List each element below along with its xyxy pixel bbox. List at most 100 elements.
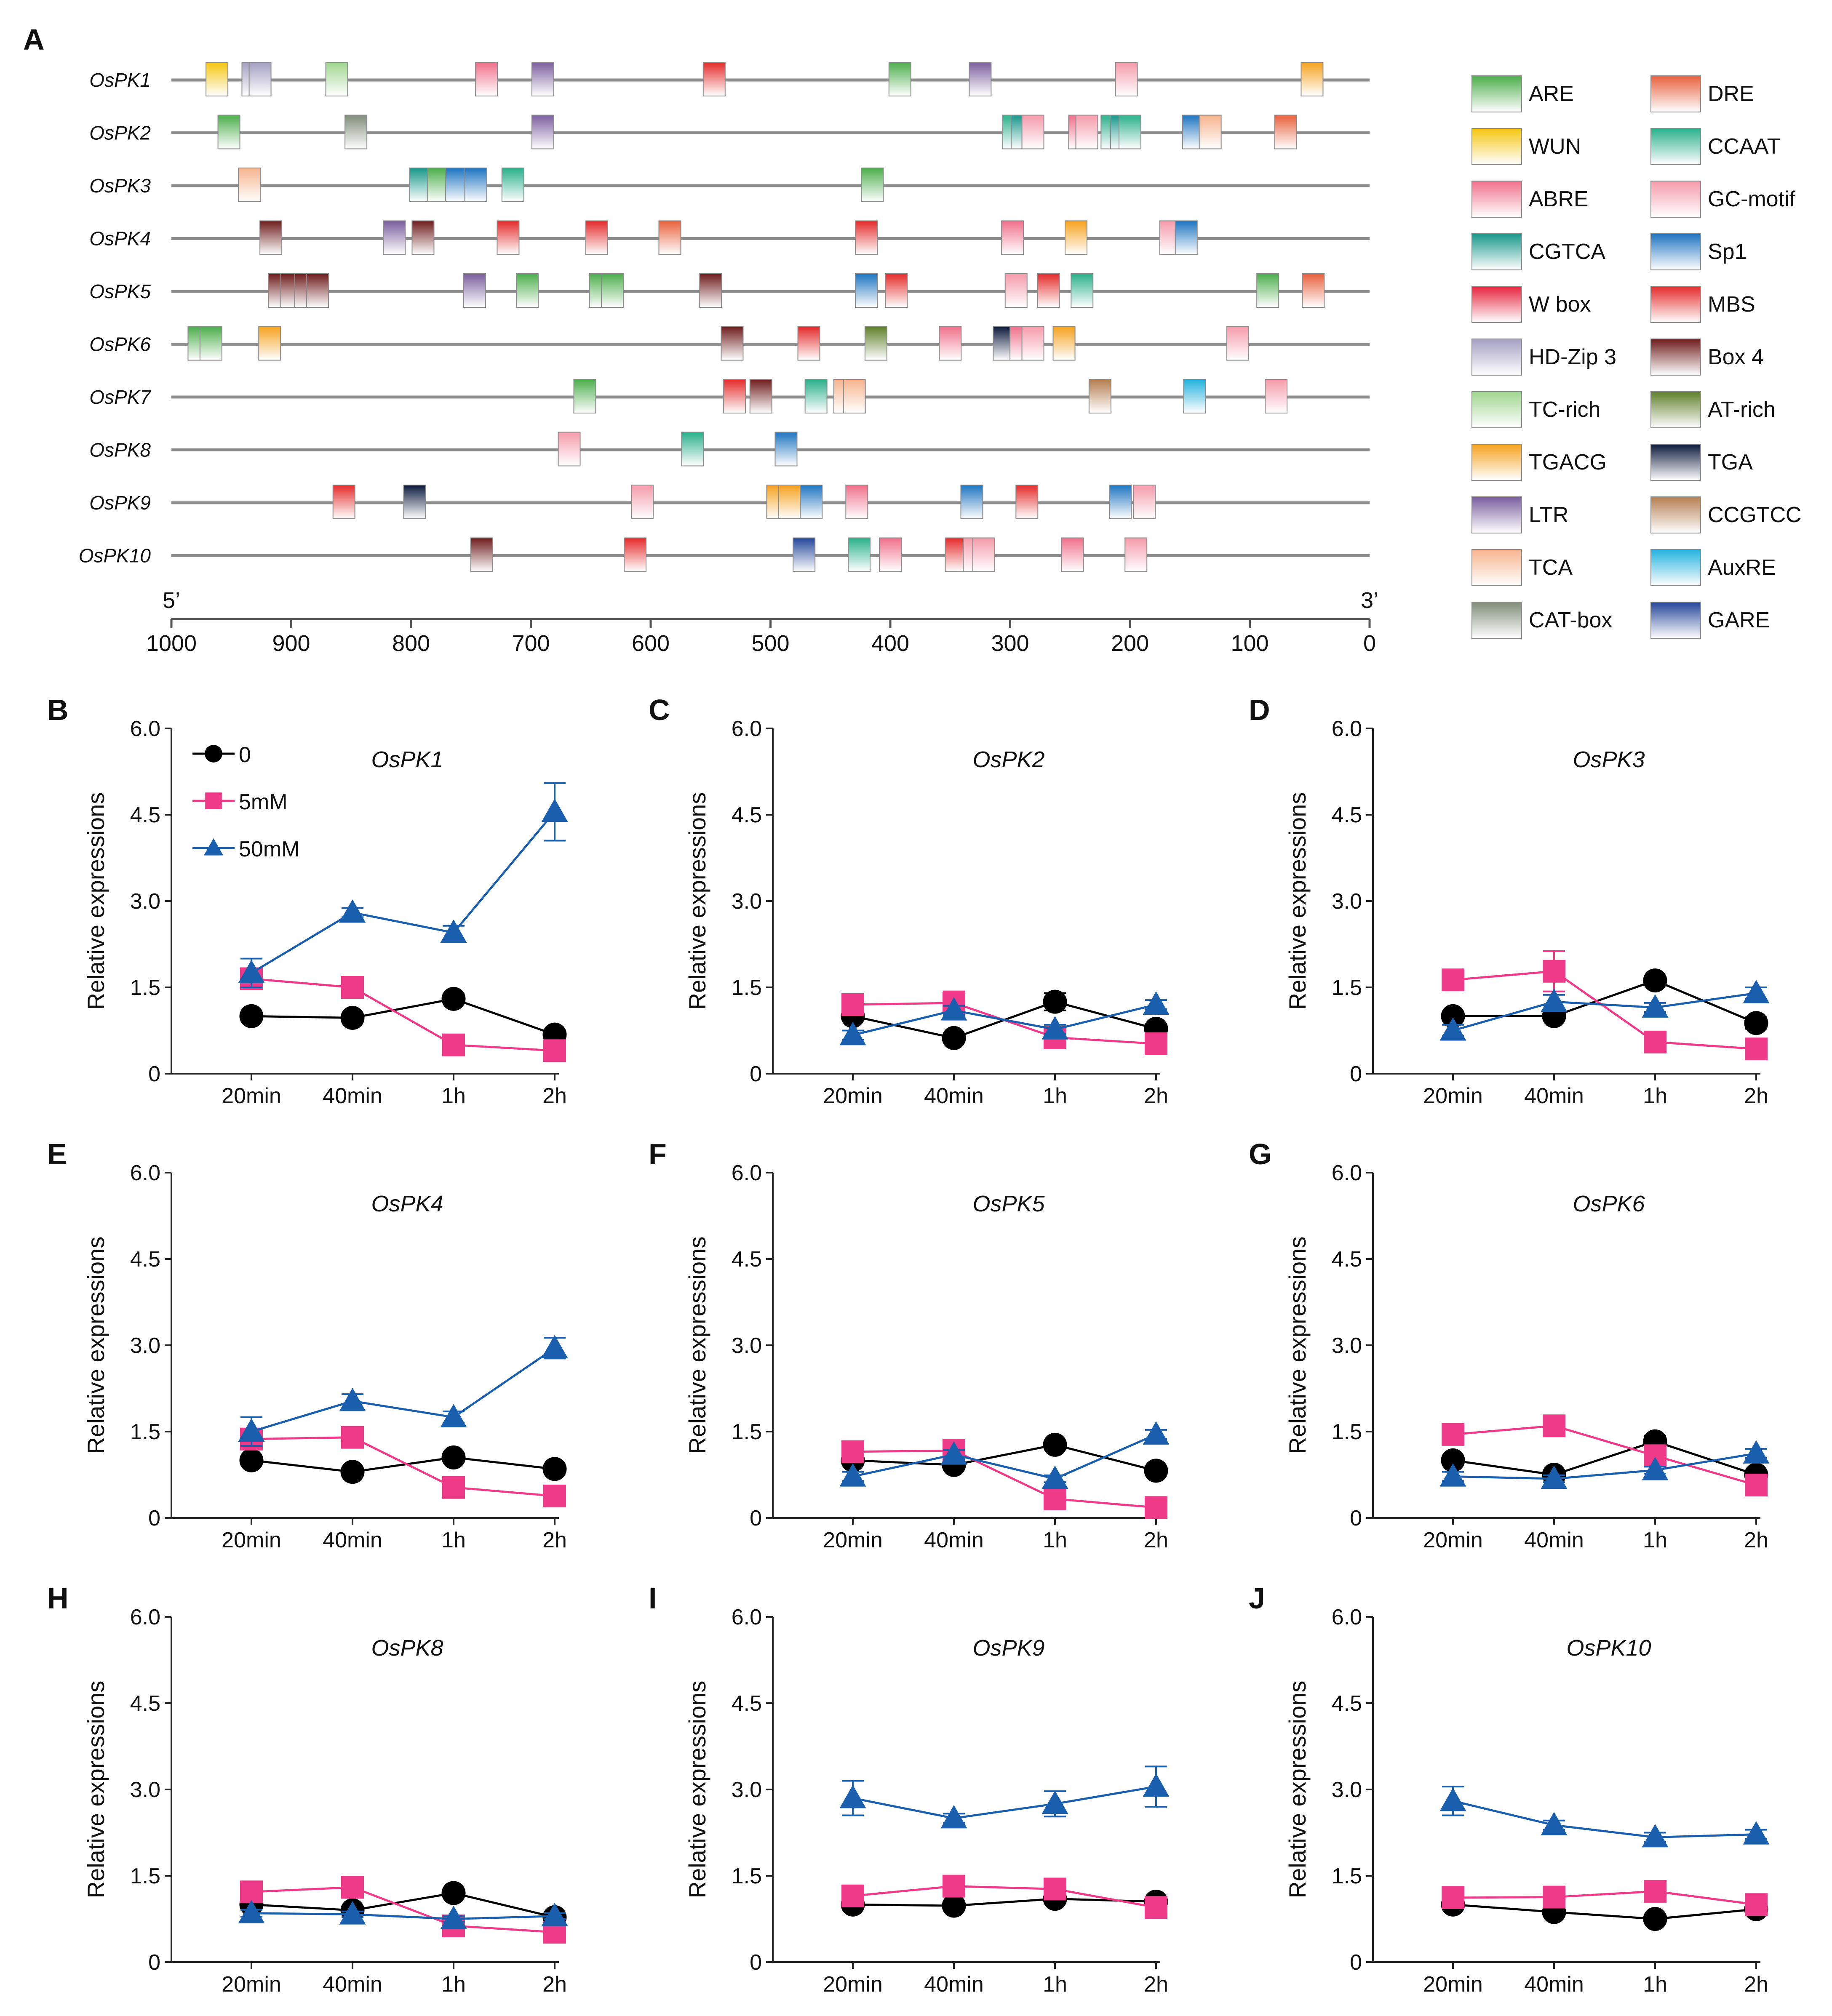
chart-title: OsPK2 bbox=[972, 747, 1044, 772]
element-gc-motif bbox=[1226, 326, 1250, 361]
legend-label: 50mM bbox=[239, 837, 299, 861]
box-gradient bbox=[325, 62, 348, 96]
y-tick-label: 4.5 bbox=[1332, 1691, 1362, 1716]
box-gradient bbox=[843, 379, 866, 413]
legend-swatch bbox=[1650, 286, 1701, 323]
panel-letter: C bbox=[649, 693, 670, 726]
y-tick-label: 6.0 bbox=[732, 717, 762, 741]
data-point bbox=[1642, 1457, 1669, 1480]
legend-item-gc-motif: GC-motif bbox=[1650, 181, 1796, 218]
series-line bbox=[1453, 1424, 1757, 1486]
chart-ospk9: I OsPK9 Relative expressions 0 1.5 3.0 4.5 6.0 2… bbox=[649, 1582, 1170, 1997]
series-line bbox=[1453, 1452, 1757, 1480]
element-mbs bbox=[723, 379, 746, 413]
chart-ospk10: J OsPK10 Relative expressions 0 1.5 3.0 4.5 6.0… bbox=[1249, 1582, 1770, 1997]
element-wun bbox=[206, 62, 229, 96]
y-axis-label: Relative expressions bbox=[83, 1237, 109, 1454]
legend-swatch bbox=[1650, 181, 1701, 218]
position-tick-label: 700 bbox=[512, 631, 550, 656]
element-ltr bbox=[531, 62, 554, 96]
element-abre bbox=[475, 62, 498, 96]
legend-item-cat-box: CAT-box bbox=[1471, 602, 1612, 639]
series-line bbox=[251, 1347, 555, 1433]
chart-ospk3: D OsPK3 Relative expressions 0 1.5 3.0 4.5 6.0 2… bbox=[1249, 693, 1770, 1108]
legend-swatch bbox=[1650, 496, 1701, 533]
legend-label: MBS bbox=[1708, 292, 1755, 317]
box-gradient bbox=[658, 220, 681, 255]
data-point bbox=[1543, 1414, 1565, 1437]
data-point bbox=[1743, 980, 1770, 1003]
box-gradient bbox=[804, 379, 828, 413]
element-sp1 bbox=[960, 485, 983, 519]
box-gradient bbox=[1471, 496, 1522, 533]
x-tick-label: 40min bbox=[1524, 1972, 1584, 1997]
data-point bbox=[1642, 1824, 1669, 1848]
x-tick-label: 40min bbox=[1524, 1528, 1584, 1552]
box-gradient bbox=[793, 537, 816, 572]
box-gradient bbox=[259, 220, 283, 255]
legend-label: HD-Zip 3 bbox=[1529, 345, 1616, 369]
legend-item-ltr: LTR bbox=[1471, 496, 1568, 533]
y-axis-label: Relative expressions bbox=[1284, 1237, 1311, 1454]
y-tick-label: 0 bbox=[148, 1950, 160, 1975]
data-point bbox=[1543, 1885, 1565, 1909]
box-gradient bbox=[1021, 326, 1044, 361]
element-hd-zip-3 bbox=[248, 62, 272, 96]
element-box-4 bbox=[699, 273, 722, 308]
element-box-4 bbox=[721, 326, 744, 361]
y-tick-label: 6.0 bbox=[1332, 717, 1362, 741]
element-sp1 bbox=[774, 432, 798, 467]
legend-swatch bbox=[1650, 549, 1701, 586]
legend-item-auxre: AuxRE bbox=[1650, 549, 1776, 586]
data-point bbox=[1743, 1440, 1770, 1464]
legend-item-ccgtcc: CCGTCC bbox=[1650, 496, 1801, 533]
element-box-4 bbox=[306, 273, 329, 308]
element-tga bbox=[993, 326, 1016, 361]
element-mbs bbox=[1015, 485, 1039, 519]
data-point bbox=[239, 1004, 264, 1028]
chart-ospk6: G OsPK6 Relative expressions 0 1.5 3.0 4.5 6.0 2… bbox=[1249, 1138, 1770, 1552]
data-point bbox=[341, 976, 364, 999]
element-gc-motif bbox=[1021, 115, 1044, 149]
y-tick-label: 0 bbox=[148, 1062, 160, 1086]
y-axis-label: Relative expressions bbox=[684, 1237, 710, 1454]
legend-label: CCAAT bbox=[1708, 134, 1780, 159]
gene-label: OsPK8 bbox=[89, 439, 151, 461]
box-gradient bbox=[1183, 379, 1206, 413]
data-point bbox=[1442, 1423, 1464, 1446]
series-50mm bbox=[839, 1421, 1170, 1489]
box-gradient bbox=[969, 62, 992, 96]
x-tick-label: 2h bbox=[1744, 1528, 1768, 1552]
data-point bbox=[1439, 1787, 1466, 1811]
element-auxre bbox=[1183, 379, 1206, 413]
data-point bbox=[1042, 1016, 1068, 1040]
x-tick-label: 2h bbox=[1744, 1084, 1768, 1108]
element-sp1 bbox=[1175, 220, 1198, 255]
x-tick-label: 2h bbox=[1144, 1528, 1168, 1552]
series-5mm bbox=[240, 1426, 566, 1508]
box-gradient bbox=[1075, 115, 1098, 149]
box-gradient bbox=[972, 537, 995, 572]
legend-label: ABRE bbox=[1529, 187, 1589, 211]
box-gradient bbox=[1471, 233, 1522, 270]
legend-item-tc-rich: TC-rich bbox=[1471, 391, 1600, 428]
legend-label: CGTCA bbox=[1529, 240, 1605, 264]
x-tick-label: 20min bbox=[1423, 1972, 1483, 1997]
series-line bbox=[852, 1433, 1157, 1480]
series-5mm bbox=[1442, 1880, 1768, 1916]
five-prime-label: 5’ bbox=[163, 588, 180, 613]
y-tick-label: 4.5 bbox=[130, 803, 160, 827]
legend-label: WUN bbox=[1529, 134, 1581, 159]
y-tick-label: 4.5 bbox=[130, 1691, 160, 1716]
data-point bbox=[440, 1906, 467, 1929]
data-point bbox=[943, 1875, 965, 1898]
box-gradient bbox=[749, 379, 772, 413]
y-tick-label: 1.5 bbox=[130, 976, 160, 1000]
box-gradient bbox=[888, 62, 911, 96]
legend-label: LTR bbox=[1529, 503, 1568, 527]
element-are bbox=[1256, 273, 1279, 308]
element-sp1 bbox=[445, 168, 468, 202]
box-gradient bbox=[1650, 549, 1701, 586]
box-gradient bbox=[1265, 379, 1288, 413]
legend-swatch bbox=[1650, 444, 1701, 481]
